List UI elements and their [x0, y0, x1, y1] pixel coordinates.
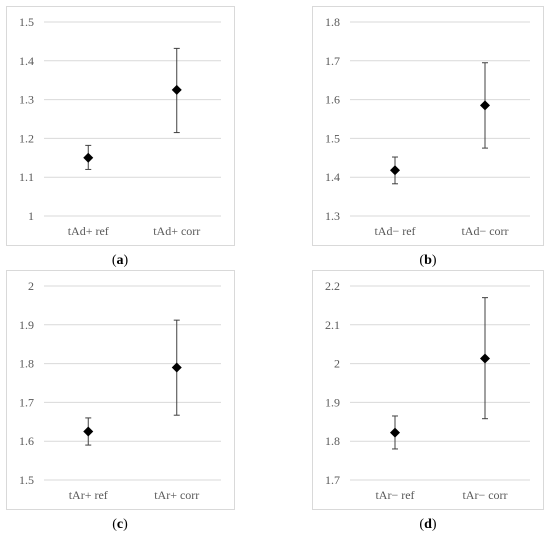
chart-c: 1.5 1.6 1.7 1.8 1.9 2 tAr+ ref tAr+ corr [19, 279, 221, 502]
y-tick-label: 1.4 [19, 54, 34, 68]
y-tick-label: 2.1 [325, 318, 340, 332]
y-tick-label: 2.2 [325, 279, 340, 293]
y-tick-label: 1 [28, 209, 34, 223]
chart-d: 1.7 1.8 1.9 2 2.1 2.2 tAr− ref tAr− corr [325, 279, 530, 502]
y-tick-label: 1.8 [325, 434, 340, 448]
x-tick-label: tAd− corr [461, 224, 508, 238]
y-tick-label: 1.7 [19, 395, 34, 409]
chart-b: 1.3 1.4 1.5 1.6 1.7 1.8 tAd− ref tAd− corr [325, 15, 530, 238]
data-point [171, 84, 182, 95]
data-point [83, 152, 94, 163]
x-tick-label: tAd+ corr [153, 224, 200, 238]
y-tick-label: 1.5 [325, 131, 340, 145]
data-point [171, 362, 182, 373]
y-tick-label: 1.8 [325, 15, 340, 29]
y-tick-label: 1.5 [19, 473, 34, 487]
y-tick-label: 1.5 [19, 15, 34, 29]
y-tick-label: 1.7 [325, 54, 340, 68]
y-tick-label: 1.6 [19, 434, 34, 448]
x-tick-label: tAr+ ref [69, 488, 108, 502]
x-tick-label: tAr+ corr [154, 488, 199, 502]
y-tick-label: 1.3 [19, 93, 34, 107]
caption-a: (a) [111, 253, 129, 268]
y-tick-label: 1.9 [325, 395, 340, 409]
y-tick-label: 2 [28, 279, 34, 293]
data-point [480, 353, 490, 364]
data-point [480, 100, 490, 111]
chart-frame-b [312, 6, 544, 246]
y-tick-label: 1.2 [19, 131, 34, 145]
y-tick-label: 1.4 [325, 170, 340, 184]
y-tick-label: 1.1 [19, 170, 34, 184]
y-tick-label: 2 [334, 357, 340, 371]
caption-c: (c) [112, 517, 128, 532]
data-point [83, 426, 94, 437]
y-tick-label: 1.3 [325, 209, 340, 223]
x-tick-label: tAd+ ref [68, 224, 109, 238]
y-tick-label: 1.8 [19, 357, 34, 371]
y-tick-label: 1.9 [19, 318, 34, 332]
caption-d: (d) [419, 517, 437, 532]
chart-frame-a [6, 6, 235, 246]
x-tick-label: tAr− ref [375, 488, 414, 502]
y-tick-label: 1.6 [325, 93, 340, 107]
y-tick-label: 1.7 [325, 473, 340, 487]
chart-frame-d [312, 270, 544, 510]
x-tick-label: tAr− corr [462, 488, 507, 502]
chart-a: 1 1.1 1.2 1.3 1.4 1.5 tAd+ ref tAd+ corr [19, 15, 221, 238]
data-point [390, 427, 400, 438]
caption-b: (b) [419, 253, 437, 268]
data-point [390, 165, 400, 176]
chart-frame-c [6, 270, 235, 510]
x-tick-label: tAd− ref [374, 224, 415, 238]
